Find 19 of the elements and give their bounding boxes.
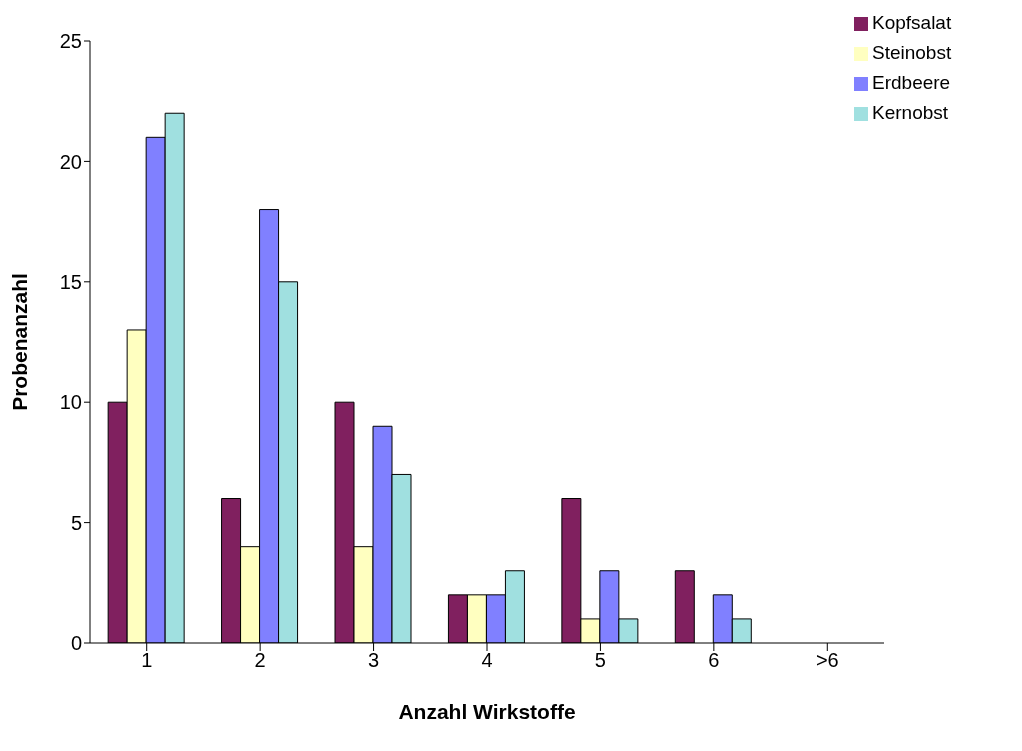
y-tick-label: 10 xyxy=(59,391,82,414)
y-tick-label: 20 xyxy=(59,150,82,173)
x-tick-label: 6 xyxy=(708,649,720,672)
y-tick-label: 5 xyxy=(70,511,82,534)
x-tick-label: 3 xyxy=(368,649,380,672)
x-tick-label: >6 xyxy=(815,649,839,672)
x-tick-label: 4 xyxy=(481,649,493,672)
y-tick-label: 15 xyxy=(59,270,82,293)
x-tick-label: 5 xyxy=(594,649,606,672)
legend-label: Erdbeere xyxy=(872,72,951,93)
legend-label: Kopfsalat xyxy=(872,12,952,33)
x-axis-title: Anzahl Wirkstoffe xyxy=(398,700,576,723)
y-tick-label: 0 xyxy=(70,632,82,655)
legend-label: Steinobst xyxy=(872,42,952,63)
x-tick-label: 2 xyxy=(254,649,266,672)
y-axis-title: Probenanzahl xyxy=(8,273,32,411)
legend-label: Kernobst xyxy=(872,102,949,123)
y-tick-label: 25 xyxy=(59,30,82,53)
x-tick-label: 1 xyxy=(141,649,153,672)
